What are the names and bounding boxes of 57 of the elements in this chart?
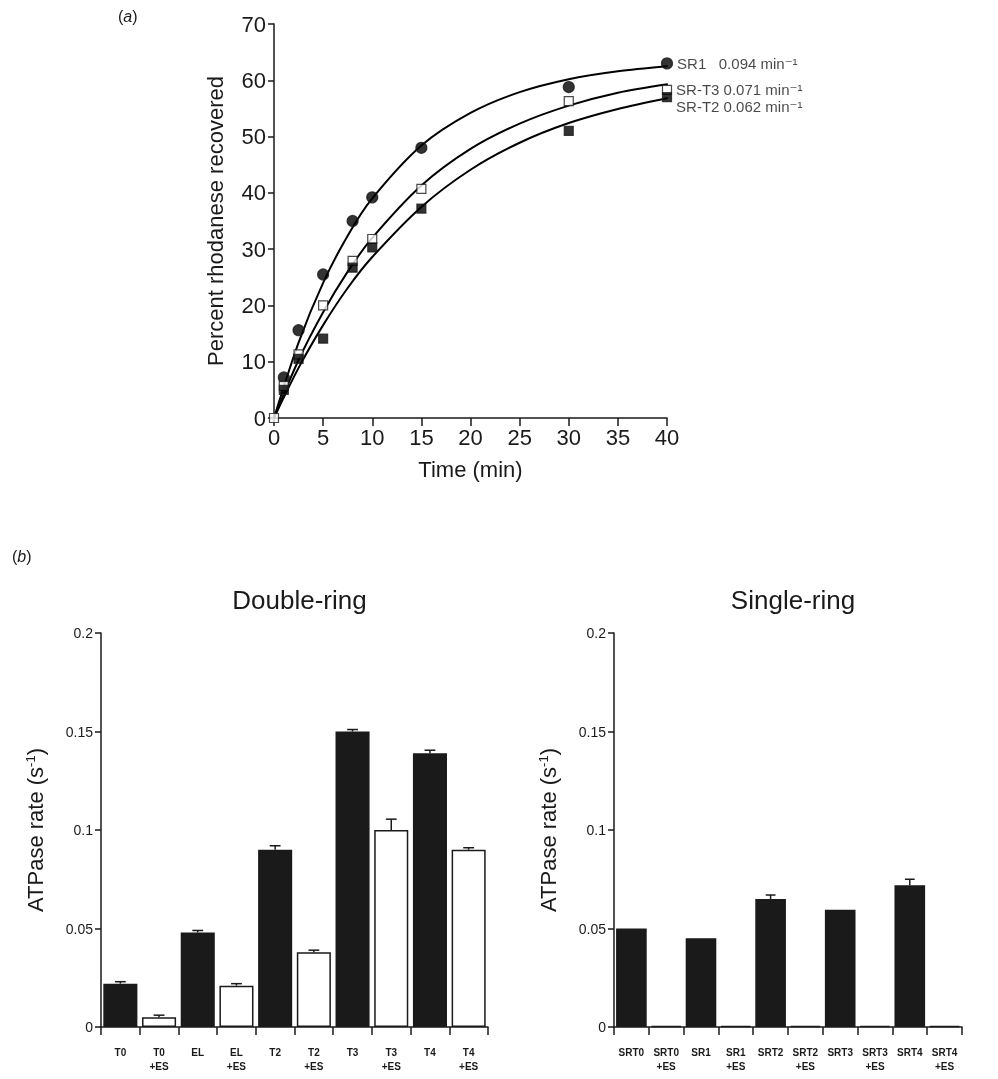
text: (a) <box>118 7 138 25</box>
chart-title: Single-ring <box>730 585 856 615</box>
y-tick-label: 0 <box>598 1019 607 1035</box>
y-tick-label: 70 <box>241 11 266 37</box>
y-tick-label: 0.05 <box>578 920 607 937</box>
y-tick-label: 0.2 <box>73 625 94 641</box>
y-tick-label: 40 <box>241 180 266 206</box>
series-label: SR1 0.094 min⁻¹ <box>677 54 798 72</box>
x-tick-label: 15 <box>409 424 434 450</box>
y-tick-label: 0.05 <box>65 920 94 937</box>
y-tick-label: 10 <box>241 349 266 375</box>
y-tick-label: 0.15 <box>65 723 94 740</box>
y-axis-title: ATPase rate (s-1) <box>536 748 561 912</box>
x-tick-label: 40 <box>654 424 680 450</box>
x-tick-label: 30 <box>556 424 581 450</box>
x-tick-label: 25 <box>507 424 532 450</box>
y-tick-label: 20 <box>241 292 266 318</box>
y-tick-label: 60 <box>241 67 266 93</box>
y-axis-title: ATPase rate (s-1) <box>23 748 48 912</box>
x-tick-label: T3 +ES <box>381 1046 402 1072</box>
series-label: SR-T2 0.062 min⁻¹ <box>676 98 803 116</box>
x-tick-label: SRT3 +ES <box>862 1046 889 1072</box>
x-tick-label: T4 <box>424 1046 437 1058</box>
y-tick-label: 30 <box>241 236 266 262</box>
y-tick-label: 50 <box>241 124 266 150</box>
x-tick-label: 5 <box>317 424 330 450</box>
y-tick-label: 0.15 <box>578 723 607 740</box>
y-axis-title: Percent rhodanese recovered <box>202 76 228 366</box>
x-tick-label: SR1 <box>691 1046 712 1058</box>
x-tick-label: T0 +ES <box>149 1046 169 1072</box>
x-tick-label: EL <box>191 1046 205 1058</box>
x-tick-label: SRT2 +ES <box>792 1046 819 1072</box>
series-label: SR-T3 0.071 min⁻¹ <box>676 81 803 99</box>
y-tick-label: 0.1 <box>586 822 607 838</box>
y-tick-label: 0 <box>253 405 266 431</box>
chart-title: Double-ring <box>232 585 367 615</box>
y-tick-label: 0.2 <box>586 625 607 641</box>
x-tick-label: 20 <box>458 424 483 450</box>
x-tick-label: T0 <box>114 1046 127 1058</box>
x-tick-label: SRT4 <box>897 1046 924 1058</box>
y-tick-label: 0.1 <box>73 822 94 838</box>
x-tick-label: SRT2 <box>757 1046 784 1058</box>
x-tick-label: SRT4 +ES <box>931 1046 958 1072</box>
x-tick-label: T2 <box>269 1046 282 1058</box>
x-tick-label: EL +ES <box>226 1046 247 1072</box>
x-tick-label: SRT3 <box>827 1046 854 1058</box>
y-tick-label: 0 <box>85 1019 94 1035</box>
text: (b) <box>12 547 32 565</box>
x-tick-label: SRT0 +ES <box>653 1046 680 1072</box>
x-tick-label: T2 +ES <box>304 1046 324 1072</box>
x-tick-label: 35 <box>605 424 631 450</box>
x-tick-label: 10 <box>360 424 385 450</box>
x-axis-title: Time (min) <box>418 456 523 482</box>
x-tick-label: T3 <box>346 1046 359 1058</box>
x-tick-label: SR1 +ES <box>726 1046 746 1072</box>
x-tick-label: T4 +ES <box>459 1046 479 1072</box>
x-tick-label: SRT0 <box>618 1046 645 1058</box>
